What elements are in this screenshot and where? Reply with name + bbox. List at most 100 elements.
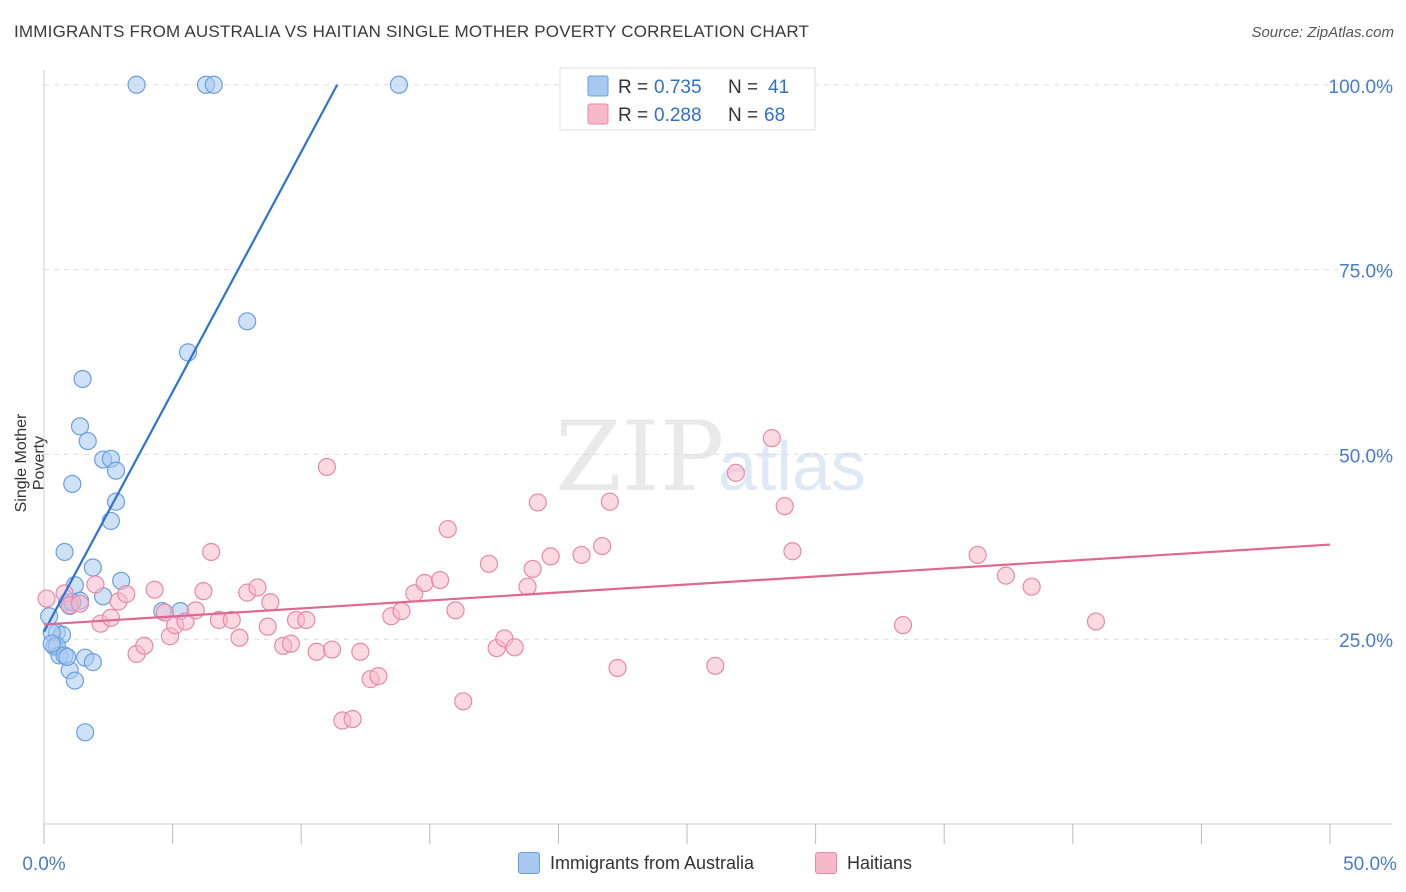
point-haitians (37, 589, 56, 608)
trendline-australia (43, 84, 339, 633)
point-haitians (600, 492, 619, 511)
stats-n-value-blue: 41 (768, 77, 789, 98)
point-haitians (281, 634, 301, 653)
point-australia (204, 75, 223, 94)
chart-title: IMMIGRANTS FROM AUSTRALIA VS HAITIAN SIN… (14, 22, 810, 41)
legend-swatch-pink (815, 852, 837, 874)
y-tick-label: 100.0% (1329, 77, 1394, 98)
point-haitians (783, 542, 802, 561)
point-haitians (430, 570, 450, 590)
stats-n-label-pink: N = (728, 105, 758, 126)
point-haitians (317, 457, 337, 477)
point-haitians (307, 642, 326, 661)
point-haitians (775, 497, 794, 516)
legend-label-haitians: Haitians (847, 852, 913, 873)
x-tick-label-min: 0.0% (22, 854, 65, 875)
point-haitians (297, 610, 316, 630)
point-haitians (593, 536, 612, 556)
point-haitians (706, 656, 725, 675)
point-australia (58, 647, 77, 667)
point-haitians (117, 585, 136, 604)
point-haitians (438, 519, 457, 539)
stats-r-value-pink: 0.288 (654, 105, 702, 126)
legend-item-australia: Immigrants from Australia (518, 852, 754, 874)
point-haitians (261, 593, 280, 612)
point-haitians (145, 580, 164, 599)
point-australia (76, 723, 95, 742)
point-australia (73, 369, 92, 389)
y-tick-label: 75.0% (1339, 262, 1393, 283)
point-haitians (70, 594, 90, 613)
point-australia (83, 653, 102, 672)
point-haitians (479, 554, 499, 573)
watermark-atlas: atlas (718, 427, 866, 505)
bottom-legend: Immigrants from Australia Haitians (0, 852, 1406, 878)
legend-label-australia: Immigrants from Australia (550, 852, 755, 873)
point-australia (101, 511, 120, 531)
point-haitians (996, 566, 1016, 585)
point-haitians (101, 608, 120, 627)
point-australia (55, 542, 74, 562)
point-haitians (528, 493, 547, 512)
point-haitians (86, 575, 105, 594)
stats-r-value-blue: 0.735 (654, 77, 702, 98)
point-haitians (762, 429, 781, 448)
point-haitians (518, 577, 537, 596)
point-haitians (572, 545, 591, 565)
x-tick-label-max: 50.0% (1343, 854, 1397, 875)
point-australia (238, 312, 257, 331)
point-haitians (608, 658, 627, 678)
point-australia (127, 75, 146, 94)
point-haitians (415, 573, 434, 593)
point-haitians (726, 463, 745, 482)
point-haitians (194, 582, 213, 601)
point-australia (83, 558, 102, 577)
point-australia (106, 461, 126, 480)
stats-swatch-blue (587, 75, 609, 97)
trend-layer (43, 84, 1331, 633)
point-haitians (222, 610, 241, 630)
stats-n-label-blue: N = (728, 77, 758, 98)
point-haitians (230, 628, 249, 647)
stats-r-label-pink: R = (618, 105, 648, 126)
grid-layer (44, 84, 1392, 640)
point-haitians (505, 638, 524, 657)
point-haitians (176, 612, 195, 631)
point-haitians (523, 559, 542, 579)
points-layer (37, 75, 1106, 742)
axes-layer (43, 70, 1392, 844)
stats-n-value-pink: 68 (764, 105, 785, 126)
y-tick-label: 25.0% (1339, 631, 1393, 652)
point-australia (42, 634, 61, 653)
legend-swatch-blue (518, 852, 540, 874)
watermark-zip: ZIP (555, 401, 724, 513)
point-haitians (541, 547, 560, 566)
point-haitians (343, 709, 362, 729)
legend-item-haitians: Haitians (815, 852, 912, 874)
point-haitians (893, 616, 913, 635)
stats-r-label-blue: R = (618, 77, 648, 98)
point-australia (63, 474, 82, 494)
point-australia (65, 671, 84, 690)
point-haitians (1086, 612, 1106, 631)
point-australia (389, 75, 409, 94)
point-haitians (258, 617, 277, 636)
point-haitians (392, 602, 411, 621)
point-haitians (135, 636, 154, 655)
watermark: ZIP atlas (555, 401, 866, 513)
stats-legend: R = 0.735 N = 41 R = 0.288 N = 68 (559, 67, 816, 131)
point-haitians (369, 667, 388, 686)
point-haitians (202, 542, 221, 562)
point-haitians (322, 640, 342, 659)
source-credit: Source: ZipAtlas.com (1251, 24, 1394, 41)
point-australia (70, 417, 90, 436)
point-australia (78, 431, 97, 451)
y-tick-label: 50.0% (1339, 446, 1393, 467)
point-haitians (248, 578, 267, 597)
point-haitians (968, 545, 987, 565)
point-haitians (1022, 577, 1041, 596)
point-haitians (454, 692, 473, 711)
trendline-haitians (43, 543, 1331, 626)
tick-label-layer: 25.0% 50.0% 75.0% 100.0% 0.0% 50.0% (22, 77, 1397, 875)
